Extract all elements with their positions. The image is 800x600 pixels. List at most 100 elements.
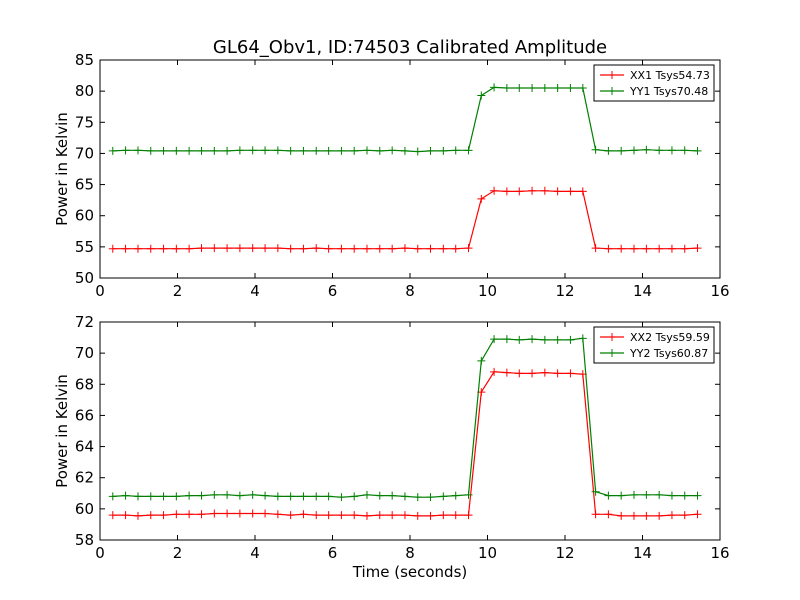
data-point-marker <box>629 244 638 253</box>
y-tick-label: 58 <box>75 531 94 549</box>
data-point-marker <box>248 146 257 155</box>
data-point-marker <box>566 369 575 378</box>
y-axis-label: Power in Kelvin <box>53 374 71 488</box>
data-point-marker <box>337 511 346 520</box>
x-tick-label: 16 <box>710 544 729 562</box>
x-tick-label: 4 <box>250 544 260 562</box>
data-point-marker <box>400 244 409 253</box>
data-point-marker <box>655 490 664 499</box>
data-point-marker <box>667 511 676 520</box>
data-point-marker <box>312 511 321 520</box>
data-point-marker <box>210 244 219 253</box>
data-point-marker <box>172 510 181 519</box>
data-point-marker <box>210 146 219 155</box>
data-point-marker <box>426 146 435 155</box>
data-point-marker <box>693 244 702 253</box>
data-point-marker <box>261 146 270 155</box>
x-tick-label: 12 <box>555 282 574 300</box>
data-point-marker <box>515 369 524 378</box>
y-axis-label: Power in Kelvin <box>53 112 71 226</box>
y-tick-label: 60 <box>75 500 94 518</box>
data-point-marker <box>108 146 117 155</box>
data-point-marker <box>121 146 130 155</box>
data-point-marker <box>185 244 194 253</box>
data-point-marker <box>578 84 587 93</box>
data-point-marker <box>642 145 651 154</box>
data-point-marker <box>223 509 232 518</box>
data-point-marker <box>400 146 409 155</box>
data-point-marker <box>350 511 359 520</box>
data-point-marker <box>286 244 295 253</box>
x-tick-label: 6 <box>328 282 338 300</box>
data-point-marker <box>159 511 168 520</box>
x-tick-label: 0 <box>95 282 105 300</box>
data-point-marker <box>273 492 282 501</box>
data-point-marker <box>350 244 359 253</box>
y-tick-label: 72 <box>75 313 94 331</box>
y-tick-label: 70 <box>75 344 94 362</box>
data-point-marker <box>388 146 397 155</box>
data-point-marker <box>133 244 142 253</box>
data-point-marker <box>388 491 397 500</box>
data-point-marker <box>133 511 142 520</box>
data-point-marker <box>413 147 422 156</box>
data-point-marker <box>578 187 587 196</box>
data-point-marker <box>642 511 651 520</box>
data-point-marker <box>490 186 499 195</box>
data-point-marker <box>451 491 460 500</box>
data-point-marker <box>197 244 206 253</box>
data-point-marker <box>655 511 664 520</box>
data-point-marker <box>553 335 562 344</box>
data-point-marker <box>312 492 321 501</box>
data-point-marker <box>477 356 486 365</box>
data-point-marker <box>159 492 168 501</box>
figure-title: GL64_Obv1, ID:74503 Calibrated Amplitude <box>213 37 607 58</box>
y-tick-label: 68 <box>75 375 94 393</box>
data-point-marker <box>604 244 613 253</box>
data-point-marker <box>159 146 168 155</box>
data-point-marker <box>464 511 473 520</box>
data-point-marker <box>261 509 270 518</box>
data-point-marker <box>629 490 638 499</box>
data-point-marker <box>121 491 130 500</box>
data-point-marker <box>324 244 333 253</box>
data-point-marker <box>121 244 130 253</box>
legend-marker <box>608 71 616 79</box>
x-tick-label: 16 <box>710 282 729 300</box>
data-point-marker <box>490 83 499 92</box>
data-point-marker <box>566 335 575 344</box>
y-tick-label: 80 <box>75 82 94 100</box>
data-point-marker <box>451 511 460 520</box>
data-point-marker <box>451 244 460 253</box>
data-point-marker <box>693 146 702 155</box>
data-point-marker <box>426 244 435 253</box>
data-point-marker <box>604 510 613 519</box>
data-point-marker <box>312 146 321 155</box>
data-point-marker <box>273 244 282 253</box>
data-point-marker <box>299 244 308 253</box>
data-point-marker <box>223 244 232 253</box>
data-point-marker <box>667 244 676 253</box>
data-point-marker <box>337 493 346 502</box>
x-tick-label: 14 <box>633 282 652 300</box>
legend-box <box>593 64 715 102</box>
x-tick-label: 6 <box>328 544 338 562</box>
data-point-marker <box>273 510 282 519</box>
x-tick-label: 14 <box>633 544 652 562</box>
data-point-marker <box>146 244 155 253</box>
data-point-marker <box>680 491 689 500</box>
data-point-marker <box>642 490 651 499</box>
data-point-marker <box>617 244 626 253</box>
data-point-marker <box>248 509 257 518</box>
x-tick-label: 2 <box>173 282 183 300</box>
data-point-marker <box>642 244 651 253</box>
y-tick-label: 64 <box>75 438 94 456</box>
legend: XX2 Tsys59.59 YY2 Tsys60.87 <box>593 326 715 364</box>
data-point-marker <box>400 511 409 520</box>
data-point-marker <box>172 492 181 501</box>
data-point-marker <box>553 84 562 93</box>
data-point-marker <box>375 511 384 520</box>
data-point-marker <box>108 492 117 501</box>
data-point-marker <box>185 491 194 500</box>
data-point-marker <box>629 511 638 520</box>
